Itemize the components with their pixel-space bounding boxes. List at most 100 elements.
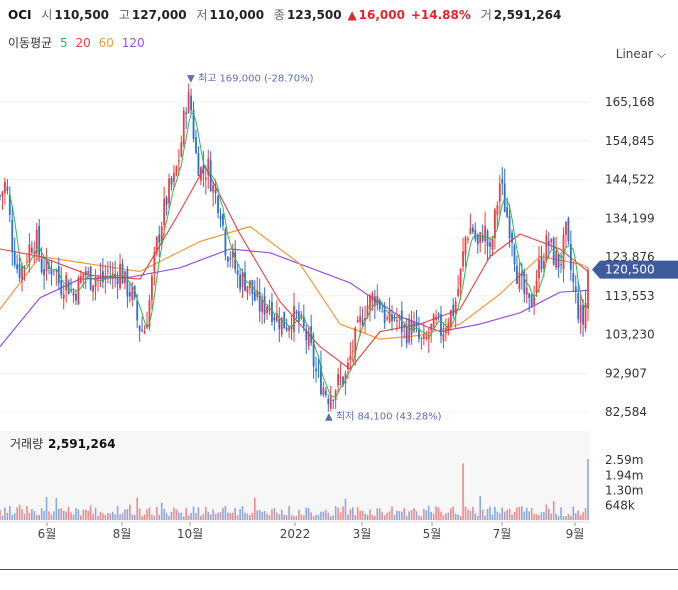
- candle-body: [569, 243, 572, 271]
- candle-body: [525, 288, 528, 295]
- ma-120-label[interactable]: 120: [121, 36, 145, 50]
- volume-bar: [99, 511, 102, 520]
- volume-bar: [320, 511, 322, 520]
- candle-body: [212, 185, 215, 193]
- candle-body: [153, 252, 156, 272]
- candle-body: [4, 181, 6, 193]
- candle-body: [236, 270, 239, 275]
- candle-body: [403, 324, 406, 328]
- volume-bar: [185, 508, 187, 520]
- volume-bar: [555, 513, 557, 520]
- candle-body: [79, 276, 82, 283]
- candle-body: [511, 232, 513, 243]
- candle-body: [356, 320, 359, 323]
- candle-body: [577, 293, 580, 320]
- candle-body: [160, 226, 163, 245]
- candle-body: [75, 293, 77, 301]
- ma-5-label[interactable]: 5: [60, 36, 68, 50]
- volume-bar: [476, 515, 479, 520]
- volume-bar: [513, 511, 516, 520]
- volume-bar: [511, 514, 513, 520]
- volume-bar: [391, 506, 393, 520]
- ma-20-label[interactable]: 20: [75, 36, 91, 50]
- volume-bar: [425, 510, 428, 520]
- volume-bar: [205, 506, 207, 520]
- volume-bar: [280, 509, 283, 520]
- candle-body: [224, 229, 227, 256]
- close-label: 종: [273, 8, 285, 22]
- volume-bar: [156, 506, 158, 520]
- candle-body: [516, 265, 518, 285]
- scale-toggle-button[interactable]: Linear ⌵: [616, 47, 666, 62]
- volume-bar: [332, 515, 334, 520]
- volume-bar: [180, 512, 183, 520]
- candle-body: [543, 261, 545, 269]
- volume-bar: [207, 512, 210, 520]
- volume-bar: [18, 504, 21, 520]
- volume-bar: [173, 507, 175, 520]
- volume-bar: [315, 514, 317, 520]
- volume-bar: [33, 511, 36, 520]
- volume-bar: [435, 506, 437, 520]
- candle-body: [89, 266, 92, 290]
- candle-body: [55, 270, 58, 272]
- volume-bar: [538, 515, 540, 520]
- volume-bar: [65, 511, 67, 520]
- volume-bar: [423, 508, 425, 520]
- volume-bar: [307, 508, 310, 520]
- candle-body: [126, 269, 129, 297]
- candle-body: [38, 225, 41, 256]
- volume-bar: [427, 505, 430, 520]
- volume-bar: [268, 515, 271, 520]
- volume-bar: [227, 512, 229, 520]
- candle-body: [565, 221, 567, 235]
- candle-body: [371, 294, 374, 302]
- candle-body: [217, 196, 219, 214]
- volume-bar: [548, 508, 550, 520]
- candle-body: [334, 390, 337, 401]
- volume-bar: [366, 514, 369, 520]
- volume-bar: [378, 508, 381, 520]
- candle-body: [92, 285, 94, 292]
- candle-body: [21, 265, 23, 281]
- price-tick-label: 165,168: [605, 95, 655, 109]
- volume-bar: [442, 515, 445, 520]
- volume-bar: [489, 506, 491, 520]
- volume-title: 거래량: [10, 437, 43, 451]
- candle-body: [244, 272, 246, 291]
- candle-body: [383, 307, 386, 323]
- volume-bar: [141, 516, 143, 520]
- chevron-down-icon: ⌵: [656, 47, 666, 61]
- volume-bar: [496, 511, 499, 520]
- volume-bar: [107, 513, 109, 520]
- candle-body: [413, 322, 415, 332]
- volume-label: 거: [480, 8, 492, 22]
- high-value: 127,000: [131, 8, 187, 22]
- candle-body: [518, 272, 521, 290]
- candle-body: [18, 263, 21, 279]
- candle-body: [165, 197, 168, 205]
- volume-bar: [28, 512, 31, 520]
- candle-body: [545, 235, 548, 262]
- candle-body: [557, 254, 560, 268]
- ma-60-label[interactable]: 60: [98, 36, 114, 50]
- candle-body: [133, 286, 136, 298]
- stock-chart[interactable]: 165,168 154,845 144,522 134,199 123,876 113,5…: [0, 0, 678, 570]
- candle-body: [459, 269, 462, 287]
- volume-bar: [244, 512, 246, 520]
- candle-body: [550, 238, 553, 243]
- candle-body: [84, 271, 87, 276]
- volume-bar: [469, 511, 472, 520]
- volume-bar: [501, 507, 504, 520]
- volume-bar: [472, 506, 474, 520]
- volume-bar: [474, 513, 477, 520]
- candle-body: [128, 292, 131, 297]
- volume-bar: [405, 516, 408, 520]
- price-tick-label: 92,907: [605, 366, 647, 380]
- volume-bar: [298, 509, 300, 520]
- volume-bar: [263, 510, 266, 520]
- candle-body: [410, 320, 413, 335]
- volume-bar: [45, 497, 48, 520]
- volume-bar: [300, 514, 303, 520]
- volume-bar: [219, 512, 222, 520]
